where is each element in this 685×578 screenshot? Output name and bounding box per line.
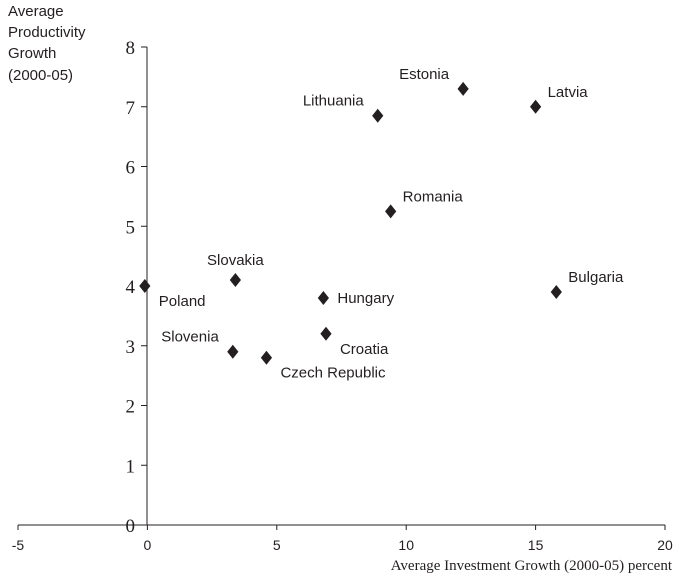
x-axis-title: Average Investment Growth (2000-05) perc… <box>391 558 673 574</box>
y-tick-label: 1 <box>126 456 136 477</box>
y-axis-title-line-3: Growth <box>8 45 56 62</box>
x-tick-label: 20 <box>657 537 673 553</box>
point-slovenia <box>227 344 239 359</box>
point-label-croatia: Croatia <box>340 341 389 358</box>
point-label-czech-republic: Czech Republic <box>280 365 386 382</box>
y-tick-label: 6 <box>126 158 136 179</box>
point-label-hungary: Hungary <box>337 290 394 307</box>
point-romania <box>385 204 397 219</box>
point-bulgaria <box>550 284 562 299</box>
point-latvia <box>530 99 542 114</box>
point-czech-republic <box>260 350 273 365</box>
y-tick-label: 8 <box>126 38 136 59</box>
point-label-poland: Poland <box>159 293 206 310</box>
point-slovakia <box>229 273 241 288</box>
y-axis-title: Average Productivity Growth (2000-05) <box>8 3 86 84</box>
point-label-slovenia: Slovenia <box>161 329 219 346</box>
y-tick-label: 4 <box>126 277 136 298</box>
y-tick-label: 3 <box>126 337 136 358</box>
x-tick-label: -5 <box>12 537 25 553</box>
data-points <box>139 81 562 365</box>
y-tick-label: 2 <box>126 397 136 418</box>
x-tick-label: 0 <box>144 537 152 553</box>
y-axis-title-line-1: Average <box>8 3 64 20</box>
point-label-romania: Romania <box>403 188 464 205</box>
x-tick-label: 15 <box>528 537 544 553</box>
y-tick-label: 7 <box>126 98 136 119</box>
point-lithuania <box>372 108 384 123</box>
point-hungary <box>317 290 329 305</box>
y-tick-label: 5 <box>126 217 136 238</box>
point-label-estonia: Estonia <box>399 66 450 83</box>
x-tick-label: 5 <box>273 537 281 553</box>
point-label-bulgaria: Bulgaria <box>568 269 624 286</box>
point-label-latvia: Latvia <box>548 84 589 101</box>
y-tick-label: 0 <box>126 516 136 537</box>
x-ticks: -5 0 5 10 15 20 <box>12 525 673 553</box>
point-label-lithuania: Lithuania <box>303 93 365 110</box>
y-axis-title-line-4: (2000-05) <box>8 67 73 84</box>
point-poland <box>139 279 151 293</box>
point-estonia <box>457 81 469 96</box>
point-label-slovakia: Slovakia <box>207 252 264 269</box>
point-croatia <box>320 326 332 341</box>
y-axis-title-line-2: Productivity <box>8 24 86 41</box>
data-point-labels: Estonia Latvia Lithuania Romania Slovakia Pol… <box>159 66 624 382</box>
y-ticks: 0 1 2 3 4 5 6 7 8 <box>126 38 147 537</box>
x-tick-label: 10 <box>398 537 414 553</box>
